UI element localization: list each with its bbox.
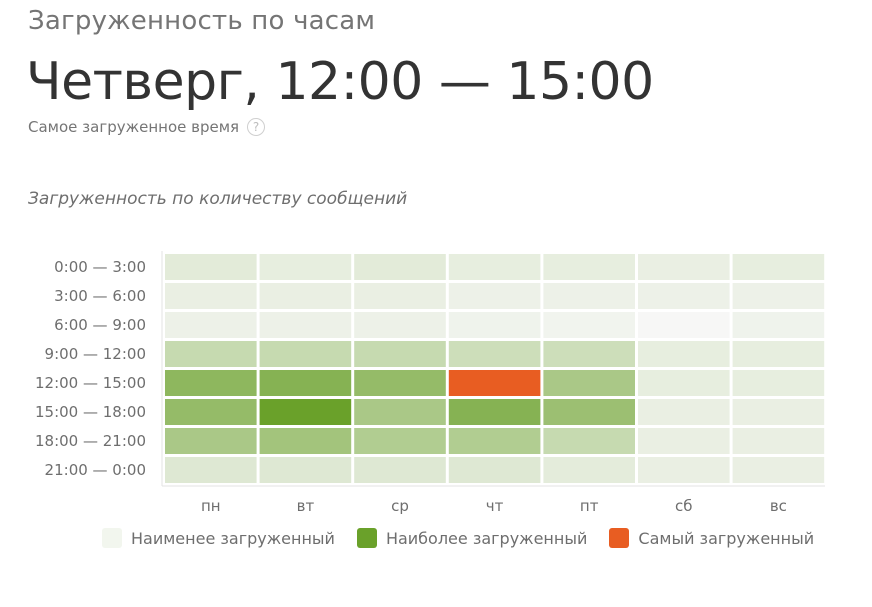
heatmap-cell[interactable] [259,457,352,483]
x-tick-label: пт [580,497,599,515]
heatmap-cell[interactable] [638,254,730,280]
heatmap-cell[interactable] [165,312,257,338]
heatmap-cell[interactable] [165,457,257,483]
heatmap-cell[interactable] [543,399,635,425]
peak-time-headline: Четверг, 12:00 — 15:00 [26,52,654,112]
heatmap-cell[interactable] [259,428,352,454]
heatmap-cell[interactable] [354,341,446,367]
heatmap-cell[interactable] [732,457,825,483]
x-tick-label: сб [675,497,693,515]
heatmap-cell[interactable] [638,399,730,425]
x-tick-label: пн [201,497,221,515]
heatmap-cell[interactable] [543,341,635,367]
legend-item-most: Наиболее загруженный [356,528,588,548]
heatmap-cell[interactable] [354,312,446,338]
heatmap-cell[interactable] [165,254,257,280]
heatmap-cell[interactable] [732,399,825,425]
y-tick-label: 9:00 — 12:00 [45,345,146,363]
heatmap-cell[interactable] [354,399,446,425]
heatmap-cell[interactable] [543,312,635,338]
y-tick-label: 0:00 — 3:00 [54,258,146,276]
y-tick-label: 3:00 — 6:00 [54,287,146,305]
heatmap-cell[interactable] [638,283,730,309]
heatmap-cell[interactable] [732,341,825,367]
heatmap-cell[interactable] [448,283,541,309]
y-tick-label: 12:00 — 15:00 [35,374,146,392]
x-tick-label: чт [486,497,504,515]
heatmap-cell[interactable] [638,370,730,396]
legend-label-peak: Самый загруженный [638,528,815,548]
heatmap-cell[interactable] [165,283,257,309]
heatmap-cell[interactable] [732,312,825,338]
heatmap-cell[interactable] [165,341,257,367]
heatmap-cell[interactable] [732,370,825,396]
heatmap-cell[interactable] [638,457,730,483]
legend-label-most: Наиболее загруженный [385,528,588,548]
peak-caption-row: Самое загруженное время ? [28,118,266,136]
heatmap-cell[interactable] [448,312,541,338]
legend-item-peak: Самый загруженный [609,528,814,548]
heatmap-cell[interactable] [354,370,446,396]
heatmap-cell[interactable] [259,370,352,396]
help-icon[interactable]: ? [247,118,266,136]
legend-swatch-peak [609,528,630,548]
chart-subtitle: Загруженность по количеству сообщений [28,189,408,209]
heatmap-cell[interactable] [448,428,541,454]
legend: Наименее загруженный Наиболее загруженны… [102,528,814,548]
heatmap-cell[interactable] [448,457,541,483]
legend-item-least: Наименее загруженный [102,528,335,548]
y-tick-label: 21:00 — 0:00 [45,461,146,479]
heatmap-cell[interactable] [259,399,352,425]
heatmap-cell[interactable] [732,283,825,309]
heatmap-cell[interactable] [259,283,352,309]
heatmap-cell[interactable] [259,254,352,280]
heatmap-cell[interactable] [543,457,635,483]
heatmap-cell[interactable] [354,283,446,309]
heatmap-cell[interactable] [543,428,635,454]
heatmap-cell[interactable] [259,341,352,367]
heatmap-cell[interactable] [165,428,257,454]
heatmap-cell[interactable] [638,428,730,454]
x-tick-label: вт [297,497,315,515]
x-tick-label: ср [391,497,409,515]
x-tick-label: вс [770,497,787,515]
heatmap-cell[interactable] [543,283,635,309]
y-tick-label: 15:00 — 18:00 [35,403,146,421]
y-tick-label: 18:00 — 21:00 [35,432,146,450]
heatmap-cell[interactable] [543,254,635,280]
heatmap-cell[interactable] [354,457,446,483]
section-title: Загруженность по часам [28,6,376,36]
heatmap-cell[interactable] [165,399,257,425]
heatmap-cell[interactable] [448,254,541,280]
legend-swatch-least [102,528,122,548]
heatmap-cell[interactable] [638,312,730,338]
heatmap-cell[interactable] [732,428,825,454]
heatmap-cell[interactable] [354,254,446,280]
heatmap-cell[interactable] [448,399,541,425]
heatmap-cell[interactable] [448,341,541,367]
heatmap-cell[interactable] [354,428,446,454]
legend-label-least: Наименее загруженный [131,528,335,548]
heatmap-cell[interactable] [165,370,257,396]
heatmap-cell[interactable] [543,370,635,396]
heatmap-cell[interactable] [638,341,730,367]
y-tick-label: 6:00 — 9:00 [54,316,146,334]
legend-swatch-most [356,528,377,548]
heatmap-cell-peak[interactable] [448,370,541,396]
heatmap-cell[interactable] [732,254,825,280]
heatmap-cell[interactable] [259,312,352,338]
peak-caption: Самое загруженное время [28,118,240,136]
